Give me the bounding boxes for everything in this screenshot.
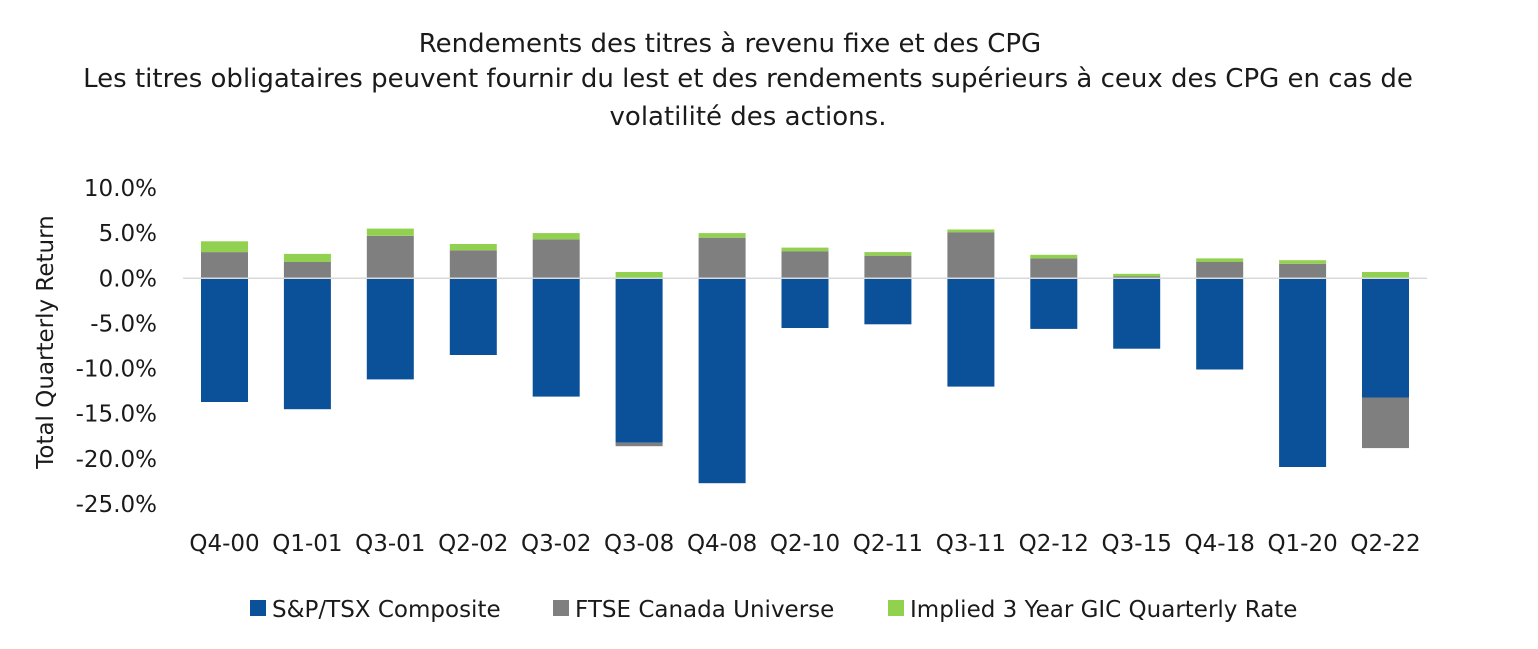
bar-segment [1113, 278, 1161, 349]
bar-segment [615, 272, 663, 279]
x-tick-label: Q2-10 [770, 531, 840, 557]
y-tick-label: -20.0% [76, 447, 157, 473]
bar-segment [1362, 397, 1409, 449]
bar-segment [1279, 263, 1327, 279]
y-tick-label: -25.0% [76, 492, 157, 518]
legend: S&P/TSX Composite FTSE Canada Universe Imp… [250, 597, 1297, 623]
bar-segment [781, 247, 829, 252]
bar-segment [532, 278, 580, 397]
bar-segment [532, 239, 580, 279]
y-tick-label: 5.0% [99, 221, 157, 247]
x-tick-label: Q3-11 [936, 531, 1006, 557]
bar-segment [283, 253, 331, 262]
bar-segment [366, 228, 414, 236]
x-tick-label: Q3-15 [1102, 531, 1172, 557]
chart-title: Rendements des titres à revenu fixe et d… [419, 29, 1041, 59]
x-tick-label: Q3-08 [604, 531, 674, 557]
y-axis-title: Total Quarterly Return [33, 215, 59, 470]
x-tick-label: Q4-18 [1185, 531, 1255, 557]
legend-swatch [553, 600, 569, 616]
bar-segment [1196, 258, 1244, 262]
bar-segment [615, 442, 663, 447]
legend-label: Implied 3 Year GIC Quarterly Rate [910, 597, 1297, 623]
bar-segment [1196, 278, 1244, 370]
bar-segment [1113, 273, 1161, 277]
y-tick-label: 0.0% [99, 266, 157, 292]
bar-segment [698, 278, 746, 484]
y-tick-label: -15.0% [76, 402, 157, 428]
bar-segment [1196, 262, 1244, 279]
legend-swatch [888, 600, 904, 616]
x-tick-label: Q2-11 [853, 531, 923, 557]
bar-segment [1113, 276, 1161, 279]
bar-segment [781, 251, 829, 279]
bar-segment [532, 233, 580, 240]
bar-segment [1030, 278, 1078, 329]
bar-segment [1279, 278, 1327, 467]
bar-segment [864, 278, 912, 325]
chart-subtitle-line-2: volatilité des actions. [610, 102, 887, 132]
bar-segment [283, 278, 331, 410]
bar-segment [1279, 260, 1327, 264]
x-tick-labels: Q4-00 Q1-01 Q3-01 Q2-02 Q3-02 Q3-08 Q4-08 Q2-10… [189, 531, 1420, 557]
bar-segment [201, 278, 248, 402]
bar-segment [201, 252, 248, 279]
bar-segment [947, 229, 995, 233]
x-tick-label: Q4-00 [189, 531, 259, 557]
x-tick-label: Q1-01 [272, 531, 342, 557]
bar-segment [449, 278, 497, 355]
bar-segment [698, 237, 746, 279]
legend-label: FTSE Canada Universe [575, 597, 834, 623]
bar-segment [864, 252, 912, 256]
bar-segment [947, 232, 995, 279]
legend-swatch [250, 600, 266, 616]
x-tick-label: Q2-22 [1350, 531, 1420, 557]
bar-segment [449, 244, 497, 251]
bar-segment [781, 278, 829, 328]
x-tick-label: Q3-01 [355, 531, 425, 557]
x-tick-label: Q3-02 [521, 531, 591, 557]
bar-segment [1030, 258, 1078, 279]
bar-segment [449, 250, 497, 279]
bar-segment [1362, 278, 1409, 398]
bar-segment [1030, 254, 1078, 259]
bar-segment [615, 278, 663, 443]
bar-segment [283, 262, 331, 279]
y-tick-label: 10.0% [84, 176, 157, 202]
x-tick-label: Q4-08 [687, 531, 757, 557]
bar-segment [1362, 272, 1409, 279]
bar-segment [366, 235, 414, 279]
y-tick-label: -5.0% [90, 311, 157, 337]
legend-label: S&P/TSX Composite [272, 597, 501, 623]
x-tick-label: Q2-12 [1019, 531, 1089, 557]
plot-area [183, 228, 1427, 484]
x-tick-label: Q2-02 [438, 531, 508, 557]
bar-segment [201, 241, 248, 253]
bar-segment [698, 233, 746, 238]
y-tick-label: -10.0% [76, 357, 157, 383]
bar-segment [366, 278, 414, 380]
chart-subtitle-line-1: Les titres obligataires peuvent fournir … [83, 64, 1413, 94]
bar-segment [947, 278, 995, 387]
bar-segment [864, 255, 912, 279]
y-tick-labels: 10.0% 5.0% 0.0% -5.0% -10.0% -15.0% -20.0% -25.… [76, 176, 157, 518]
x-tick-label: Q1-20 [1267, 531, 1337, 557]
